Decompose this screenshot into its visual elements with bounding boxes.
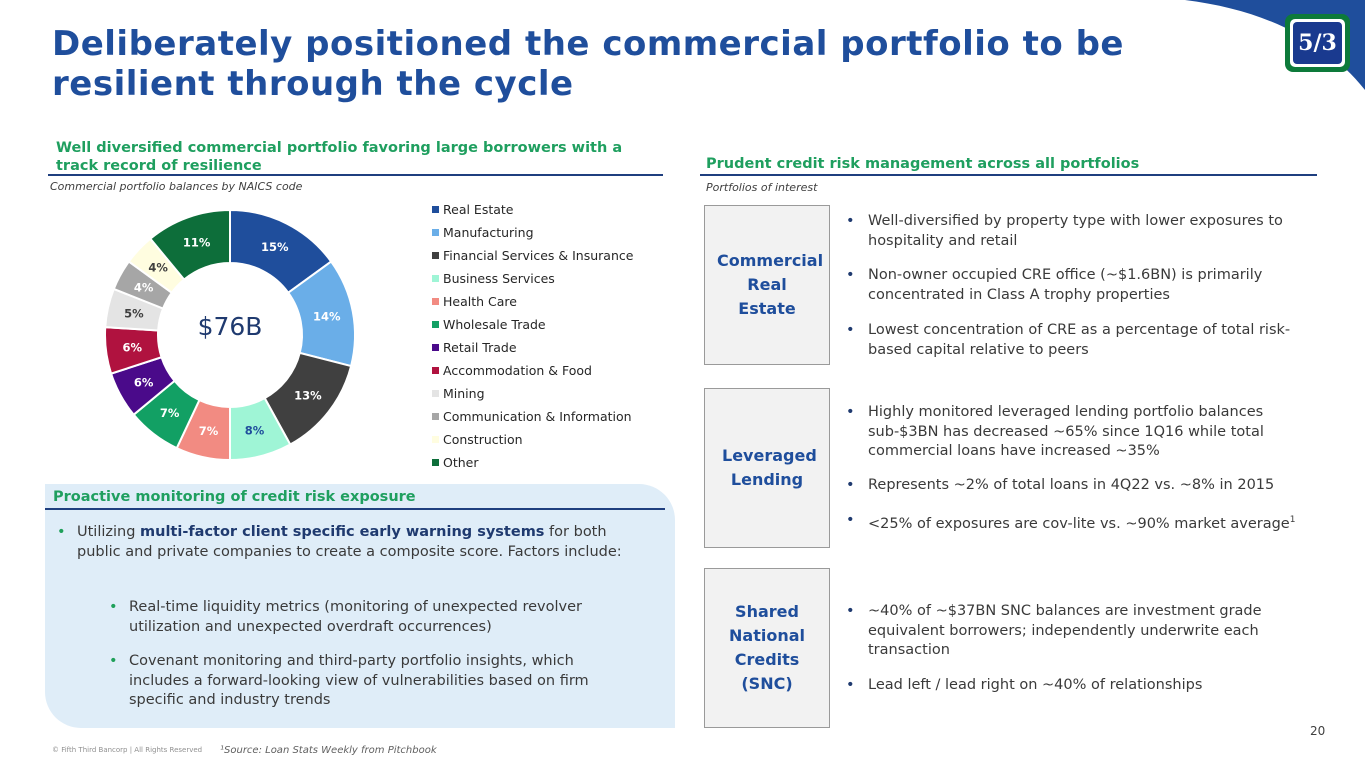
- snc-bullet-1: • ~40% of ~$37BN SNC balances are investm…: [846, 603, 1262, 658]
- legend-swatch-8: [432, 390, 439, 397]
- legend-item-10: Construction: [432, 428, 633, 451]
- legend-label-8: Mining: [443, 386, 485, 401]
- legend-swatch-5: [432, 321, 439, 328]
- legend-swatch-4: [432, 298, 439, 305]
- legend-label-1: Manufacturing: [443, 225, 534, 240]
- leveraged-bullet-2: • Represents ~2% of total loans in 4Q22 v…: [846, 477, 1275, 493]
- legend-item-7: Accommodation & Food: [432, 359, 633, 382]
- legend-item-6: Retail Trade: [432, 336, 633, 359]
- legend-item-3: Business Services: [432, 267, 633, 290]
- monitoring-panel: [45, 484, 675, 728]
- donut-label-5: 7%: [160, 406, 180, 420]
- leveraged-bullet-1: • Highly monitored leveraged lending port…: [846, 404, 1264, 459]
- legend-label-5: Wholesale Trade: [443, 317, 546, 332]
- left-section-rule: [48, 174, 663, 176]
- monitoring-bullet-2: • Real-time liquidity metrics (monitorin…: [109, 599, 582, 635]
- legend-item-5: Wholesale Trade: [432, 313, 633, 336]
- legend-label-7: Accommodation & Food: [443, 363, 592, 378]
- legend-swatch-6: [432, 344, 439, 351]
- legend-item-2: Financial Services & Insurance: [432, 244, 633, 267]
- legend-swatch-10: [432, 436, 439, 443]
- left-section-title: Well diversified commercial portfolio fa…: [56, 140, 623, 174]
- legend-label-4: Health Care: [443, 294, 517, 309]
- legend-swatch-2: [432, 252, 439, 259]
- cre-bullet-3: • Lowest concentration of CRE as a percen…: [846, 322, 1291, 358]
- donut-slice-11: [148, 208, 231, 281]
- donut-label-4: 7%: [199, 424, 219, 438]
- legend-swatch-7: [432, 367, 439, 374]
- cre-bullet-2: • Non-owner occupied CRE office (~$1.6BN)…: [846, 267, 1263, 303]
- leveraged-bullet-3: • <25% of exposures are cov-lite vs. ~90%…: [846, 512, 1296, 532]
- donut-chart: 15% 14% 13% 8% 7% 7% 6% 6% 5% 4% 4% 11%: [104, 208, 356, 462]
- snc-bullet-2: • Lead left / lead right on ~40% of relat…: [846, 677, 1203, 693]
- donut-label-11: 11%: [183, 235, 211, 249]
- monitoring-rule: [45, 508, 665, 510]
- page-number: 20: [1310, 724, 1326, 738]
- legend-item-4: Health Care: [432, 290, 633, 313]
- footer-source: ¹Source: Loan Stats Weekly from Pitchboo…: [220, 745, 437, 756]
- portfolio-box-cre: Commercial Real Estate: [704, 205, 830, 365]
- donut-label-2: 13%: [294, 388, 322, 402]
- right-section-title: Prudent credit risk management across al…: [706, 156, 1140, 172]
- legend-label-9: Communication & Information: [443, 409, 632, 424]
- legend-label-10: Construction: [443, 432, 523, 447]
- legend-item-9: Communication & Information: [432, 405, 633, 428]
- legend-label-3: Business Services: [443, 271, 555, 286]
- footnote-mark: 1: [1289, 515, 1296, 525]
- legend-item-8: Mining: [432, 382, 633, 405]
- portfolios-caption: Portfolios of interest: [706, 181, 818, 194]
- chart-center-total: $76B: [197, 312, 263, 341]
- donut-label-8: 5%: [124, 307, 144, 321]
- monitoring-bullet-3: • Covenant monitoring and third-party po…: [109, 653, 589, 708]
- donut-label-6: 6%: [134, 375, 154, 389]
- legend-swatch-1: [432, 229, 439, 236]
- donut-label-10: 4%: [148, 261, 168, 275]
- chart-caption: Commercial portfolio balances by NAICS c…: [50, 180, 303, 193]
- monitoring-title: Proactive monitoring of credit risk expo…: [53, 489, 416, 505]
- legend-item-1: Manufacturing: [432, 221, 633, 244]
- donut-label-0: 15%: [261, 240, 289, 254]
- page-title: Deliberately positioned the commercial p…: [52, 24, 1124, 104]
- donut-label-3: 8%: [245, 423, 265, 437]
- cre-bullet-1: • Well-diversified by property type with …: [846, 213, 1283, 249]
- legend-label-2: Financial Services & Insurance: [443, 248, 634, 263]
- donut-label-9: 4%: [134, 281, 154, 295]
- legend-swatch-11: [432, 459, 439, 466]
- legend-swatch-9: [432, 413, 439, 420]
- legend-item-0: Real Estate: [432, 198, 633, 221]
- legend-swatch-0: [432, 206, 439, 213]
- legend-item-11: Other: [432, 451, 633, 474]
- portfolio-box-leveraged: Leveraged Lending: [704, 388, 830, 548]
- legend-label-0: Real Estate: [443, 202, 514, 217]
- footer-copyright: © Fifth Third Bancorp | All Rights Reser…: [52, 746, 203, 754]
- fifth-third-logo: 5/3: [1285, 14, 1350, 72]
- right-section-rule: [700, 174, 1317, 176]
- chart-legend: Real Estate Manufacturing Financial Servic…: [432, 198, 633, 474]
- donut-label-7: 6%: [123, 340, 143, 354]
- legend-label-6: Retail Trade: [443, 340, 517, 355]
- monitoring-bullet-1: • Utilizing multi-factor client specific…: [57, 524, 622, 560]
- legend-swatch-3: [432, 275, 439, 282]
- portfolio-box-snc: Shared National Credits (SNC): [704, 568, 830, 728]
- donut-label-1: 14%: [313, 310, 341, 324]
- legend-label-11: Other: [443, 455, 479, 470]
